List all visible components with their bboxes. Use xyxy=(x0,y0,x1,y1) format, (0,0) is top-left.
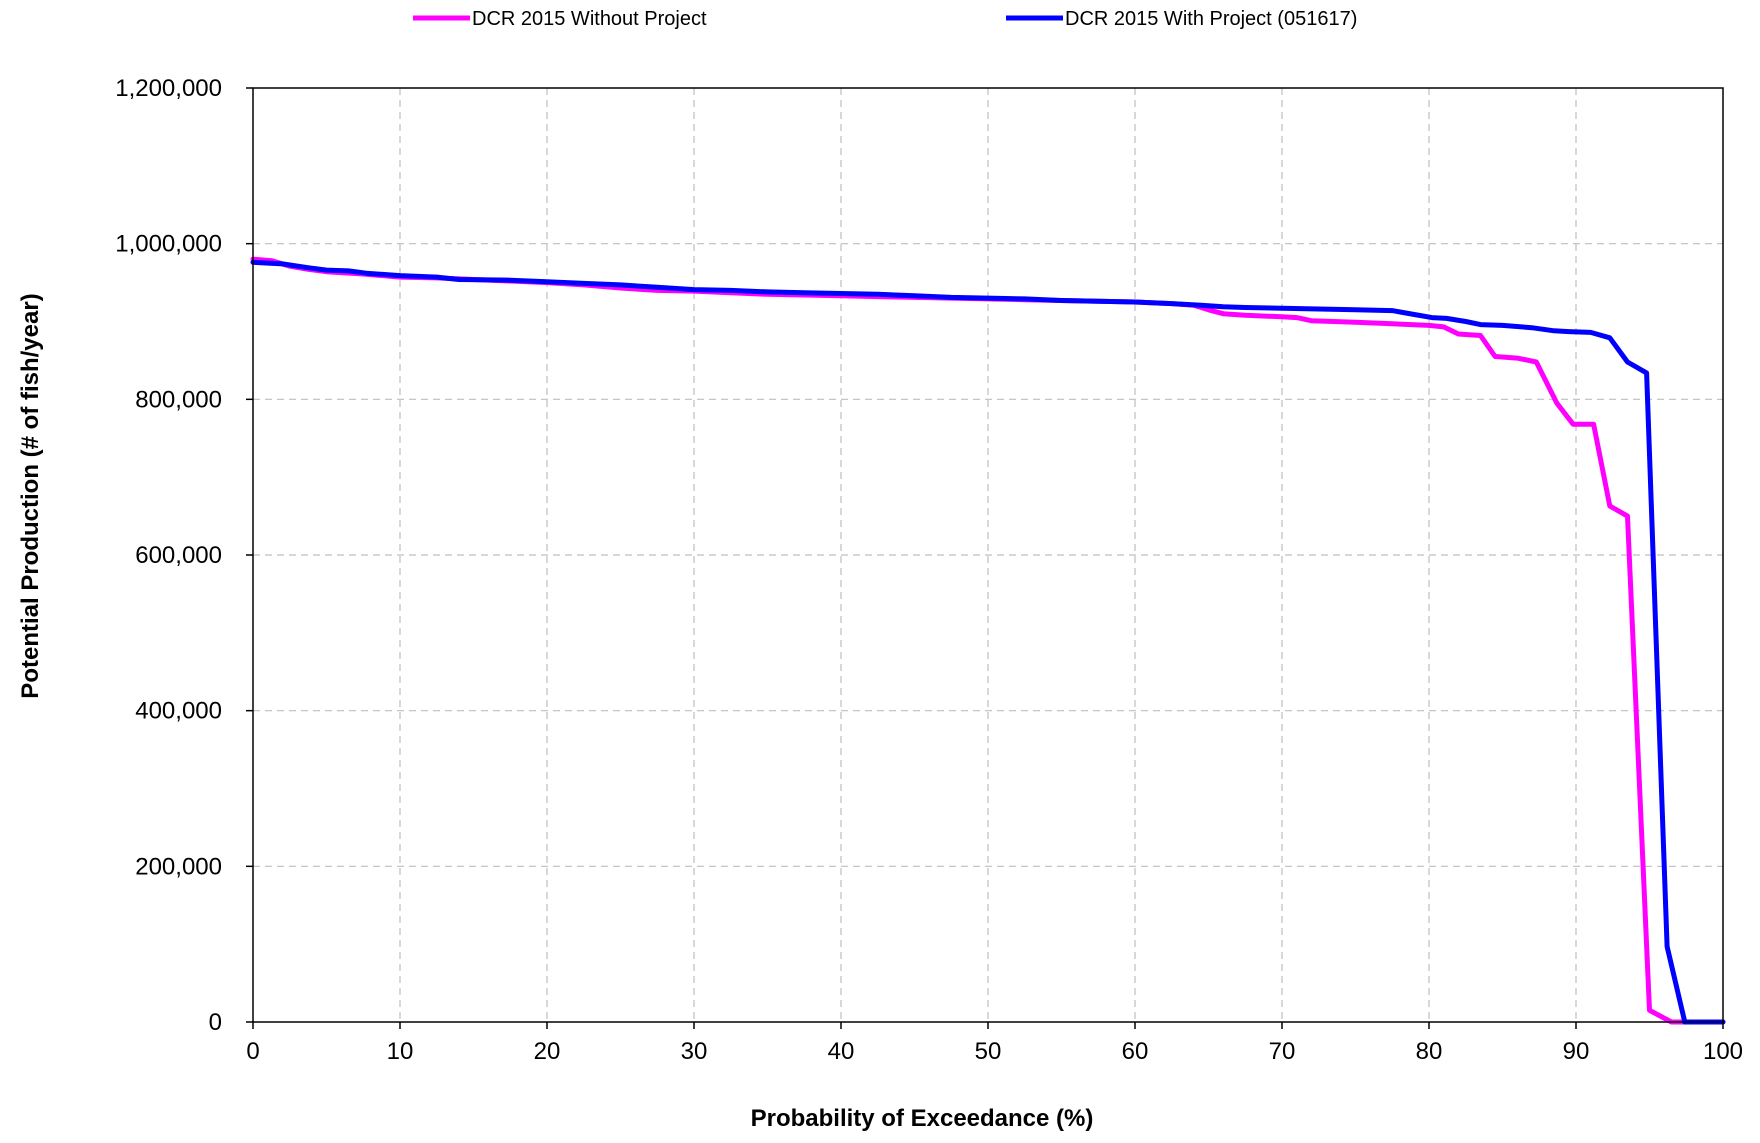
legend: DCR 2015 Without Project DCR 2015 With P… xyxy=(413,8,1357,30)
x-tick-label-6: 60 xyxy=(1122,1038,1149,1065)
y-tick-label-4: 800,000 xyxy=(135,386,222,413)
y-tick-label-2: 400,000 xyxy=(135,698,222,725)
y-axis-title: Potential Production (# of fish/year) xyxy=(17,293,44,698)
x-tick-label-1: 10 xyxy=(387,1038,414,1065)
x-tick-label-8: 80 xyxy=(1416,1038,1443,1065)
x-tick-label-3: 30 xyxy=(681,1038,708,1065)
series-line-1 xyxy=(250,259,1726,1025)
y-tick-label-3: 600,000 xyxy=(135,542,222,569)
x-tick-label-10: 100 xyxy=(1703,1038,1743,1065)
y-axis-ticks: 0 200,000 400,000 600,000 800,000 1,000,000 1,… xyxy=(115,75,253,1036)
series-lines xyxy=(250,256,1726,1025)
x-tick-label-0: 0 xyxy=(246,1038,259,1065)
y-tick-label-6: 1,200,000 xyxy=(115,75,222,102)
x-tick-label-2: 20 xyxy=(534,1038,561,1065)
gridlines xyxy=(253,88,1723,1022)
y-tick-label-0: 0 xyxy=(209,1009,222,1036)
x-tick-label-5: 50 xyxy=(975,1038,1002,1065)
x-tick-label-7: 70 xyxy=(1269,1038,1296,1065)
x-axis-ticks: 0 10 20 30 40 50 60 70 80 90 100 xyxy=(246,1022,1743,1065)
x-tick-label-4: 40 xyxy=(828,1038,855,1065)
y-tick-label-1: 200,000 xyxy=(135,853,222,880)
x-axis-title: Probability of Exceedance (%) xyxy=(751,1105,1094,1132)
y-tick-label-5: 1,000,000 xyxy=(115,231,222,258)
legend-label-with-project: DCR 2015 With Project (051617) xyxy=(1065,8,1357,30)
legend-label-without-project: DCR 2015 Without Project xyxy=(472,8,707,30)
x-tick-label-9: 90 xyxy=(1563,1038,1590,1065)
